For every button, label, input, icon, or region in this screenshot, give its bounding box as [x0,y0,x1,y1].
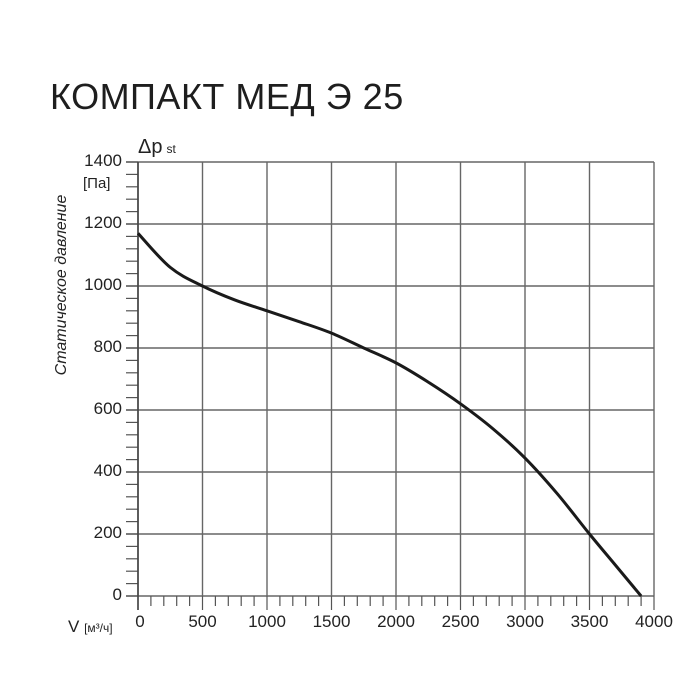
y-tick-label: 1200 [84,213,122,232]
x-tick-label: 3000 [506,612,544,631]
x-tick-label: 1000 [248,612,286,631]
y-tick-label: 0 [112,585,122,604]
x-tick-label: 0 [135,612,145,631]
x-axis-title: V [м³/ч] [68,617,113,636]
x-tick-label: 1500 [312,612,351,631]
y-axis-unit: [Па] [83,175,111,192]
x-tick-label: 2500 [441,612,480,631]
y-tick-label: 600 [93,399,122,418]
y-tick-label: 1400 [84,151,122,170]
x-tick-label: 500 [188,612,217,631]
y-tick-label: 400 [93,461,122,480]
chart-title: КОМПАКТ МЕД Э 25 [50,76,404,117]
y-tick-label: 800 [93,337,122,356]
x-tick-label: 2000 [377,612,415,631]
y-tick-label: 200 [93,523,122,542]
x-tick-label: 3500 [570,612,609,631]
curve-series [136,232,643,597]
x-tick-label: 4000 [635,612,673,631]
y-axis-symbol: Δp st [138,136,176,158]
y-tick-label: 1000 [84,275,122,294]
